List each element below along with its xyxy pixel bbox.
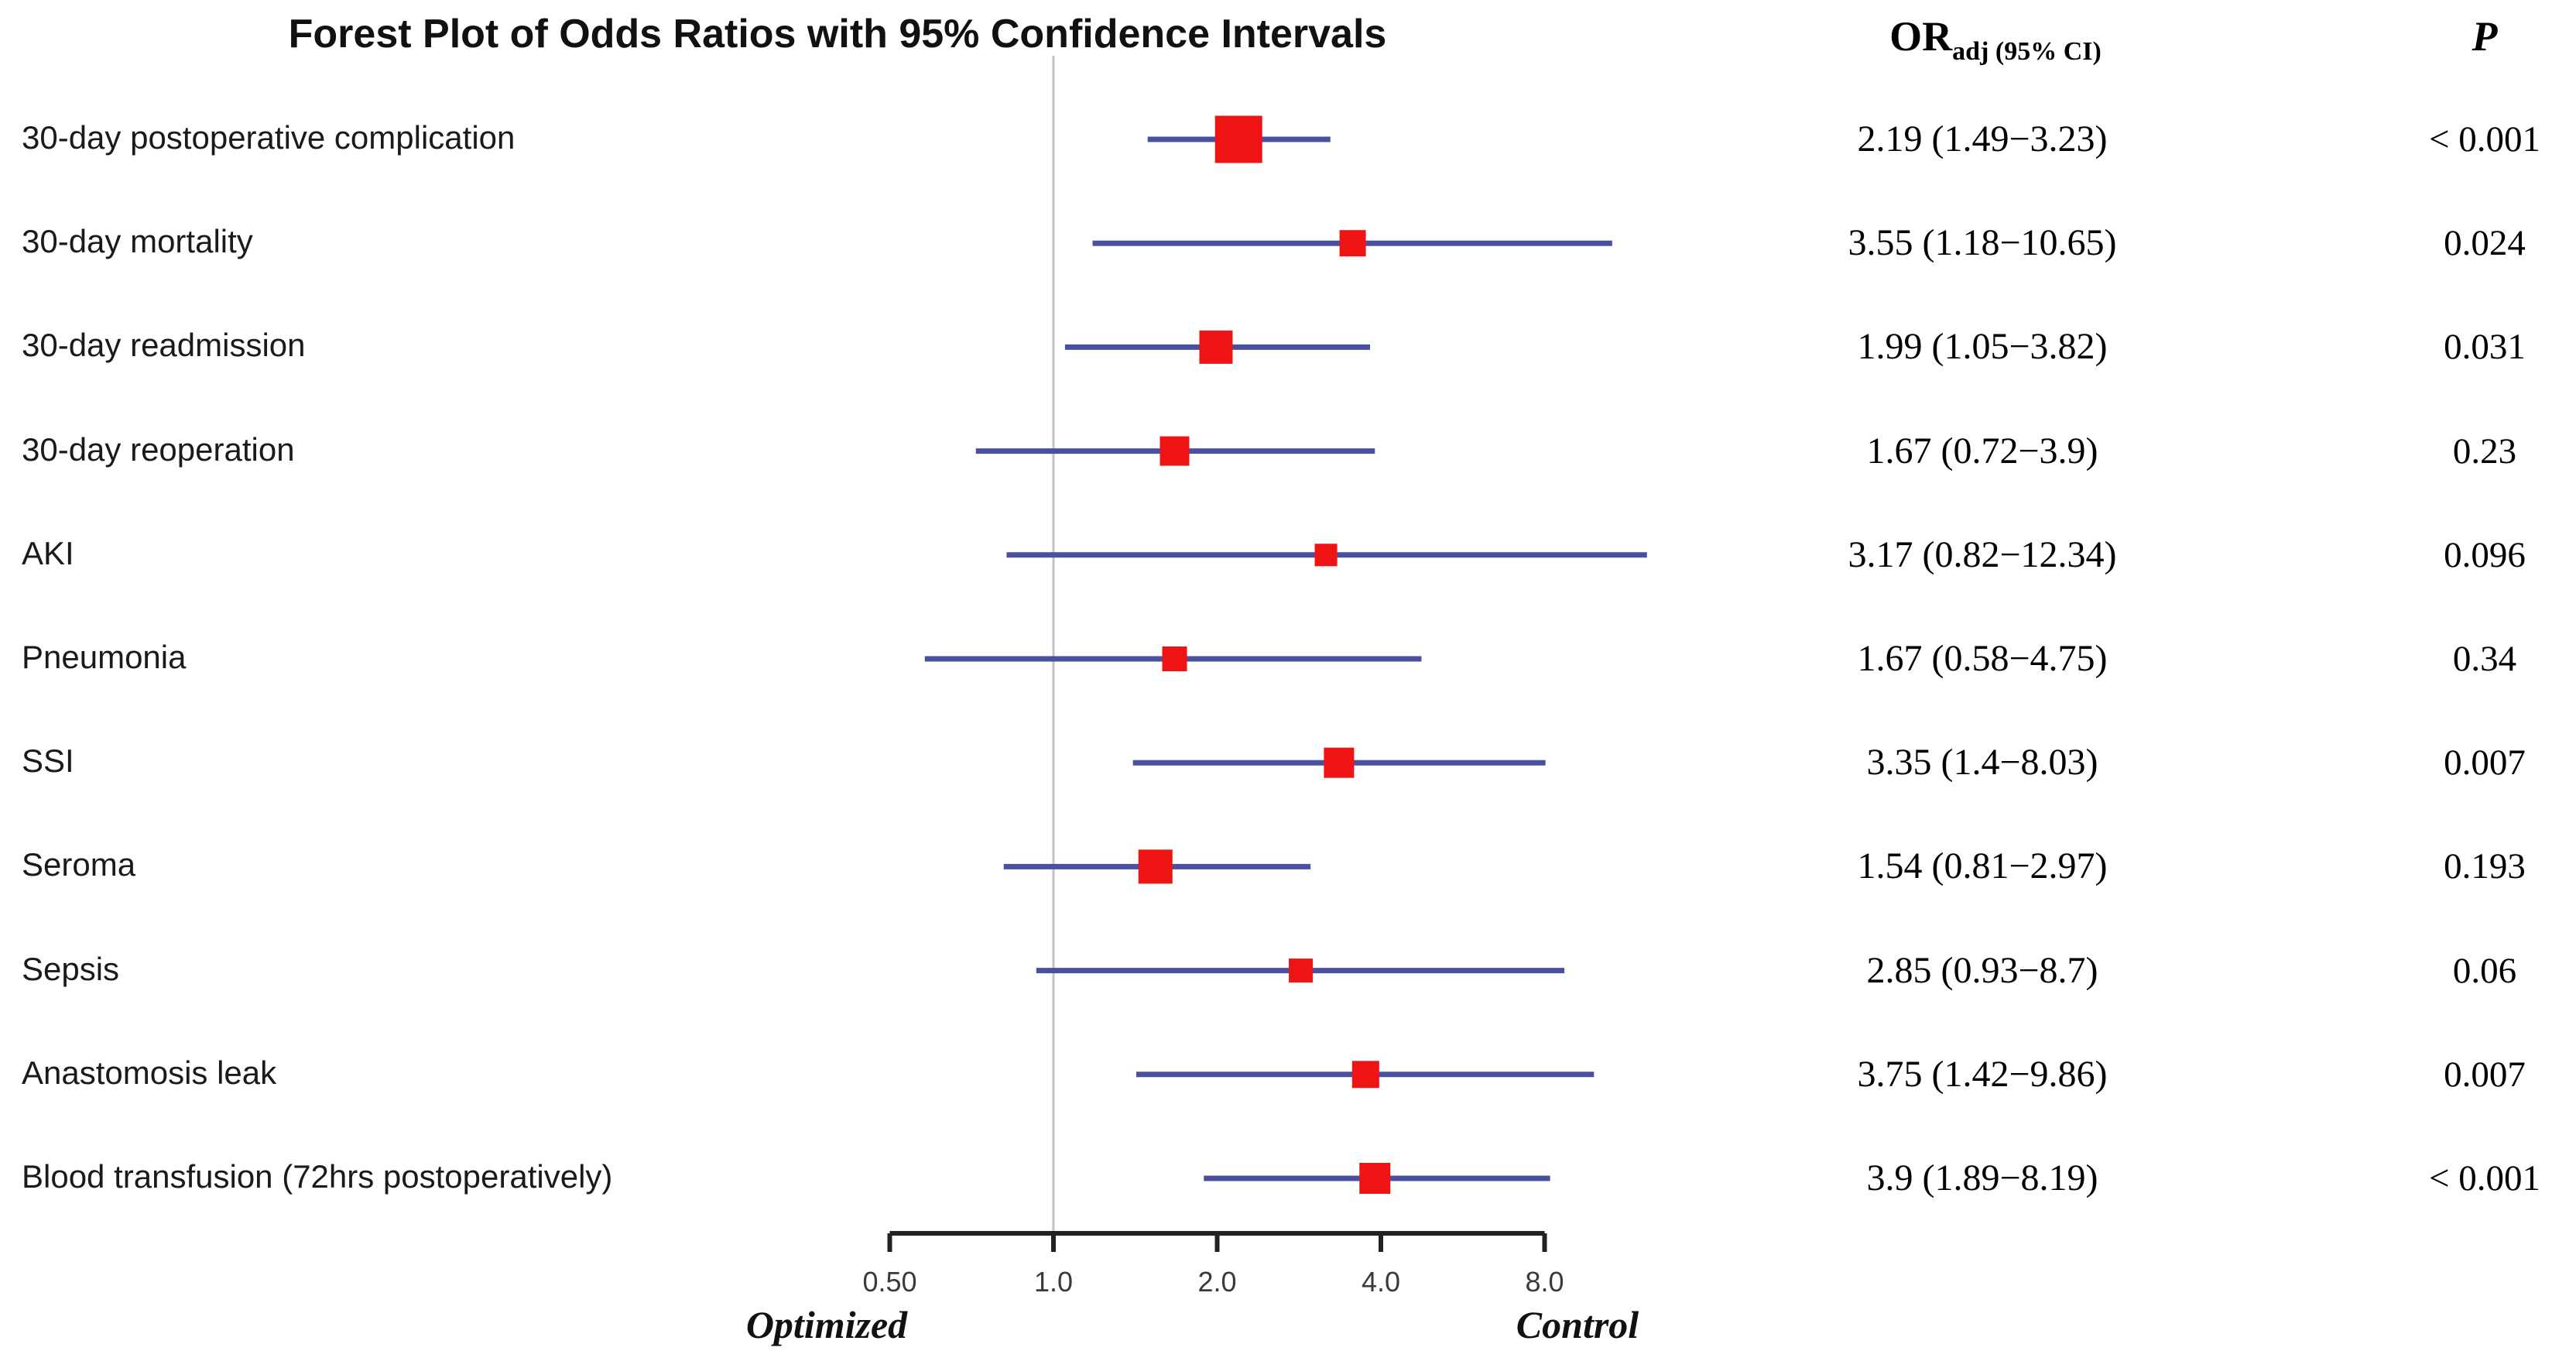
outcome-label: 30-day mortality: [22, 223, 253, 260]
or-ci-value: 1.99 (1.05−3.82): [1857, 326, 2108, 368]
p-value: 0.193: [2444, 846, 2526, 887]
outcome-label: 30-day reoperation: [22, 430, 295, 468]
p-value: 0.23: [2452, 430, 2517, 471]
or-marker: [1324, 747, 1355, 778]
or-column-header: ORadj (95% CI): [1763, 12, 2228, 67]
or-marker: [1160, 436, 1190, 466]
or-ci-value: 3.55 (1.18−10.65): [1848, 222, 2117, 264]
p-value: < 0.001: [2428, 1158, 2540, 1198]
outcome-label: SSI: [22, 742, 74, 780]
or-marker: [1314, 543, 1338, 567]
or-marker: [1214, 115, 1262, 163]
x-tick-label: 8.0: [1525, 1266, 1564, 1298]
p-value: 0.096: [2444, 534, 2526, 575]
outcome-label: 30-day readmission: [22, 327, 306, 364]
or-ci-value: 3.75 (1.42−9.86): [1857, 1053, 2108, 1095]
p-value: 0.007: [2444, 1054, 2526, 1095]
or-ci-value: 1.67 (0.72−3.9): [1866, 430, 2098, 471]
or-header-subscript: adj (95% CI): [1952, 36, 2102, 66]
axis-group-label-optimized: Optimized: [745, 1303, 908, 1346]
x-tick-label: 2.0: [1197, 1266, 1236, 1298]
or-marker: [1199, 330, 1233, 364]
page-title: Forest Plot of Odds Ratios with 95% Conf…: [288, 12, 1387, 57]
or-marker: [1289, 958, 1314, 983]
or-marker: [1339, 230, 1366, 257]
p-value: 0.34: [2452, 639, 2517, 679]
or-marker: [1162, 646, 1187, 671]
or-marker: [1359, 1163, 1391, 1194]
outcome-label: 30-day postoperative complication: [22, 119, 516, 156]
or-ci-value: 2.19 (1.49−3.23): [1857, 118, 2108, 159]
or-ci-value: 3.9 (1.89−8.19): [1866, 1157, 2098, 1198]
or-header-base: OR: [1889, 13, 1953, 60]
or-ci-value: 1.54 (0.81−2.97): [1857, 845, 2108, 887]
outcome-label: Sepsis: [22, 950, 120, 987]
p-value: 0.031: [2444, 327, 2526, 368]
or-marker: [1351, 1061, 1379, 1089]
outcome-label: AKI: [22, 534, 74, 571]
outcome-label: Pneumonia: [22, 639, 187, 675]
x-tick-label: 0.50: [862, 1266, 916, 1298]
or-ci-value: 2.85 (0.93−8.7): [1866, 949, 2098, 991]
outcome-label: Anastomosis leak: [22, 1054, 277, 1091]
or-ci-value: 3.35 (1.4−8.03): [1866, 742, 2098, 784]
p-value: 0.024: [2444, 223, 2526, 264]
or-ci-value: 1.67 (0.58−4.75): [1857, 638, 2108, 679]
or-marker: [1138, 849, 1173, 884]
outcome-label: Seroma: [22, 846, 136, 883]
x-tick-label: 4.0: [1362, 1266, 1400, 1298]
p-value: 0.06: [2452, 950, 2517, 991]
or-ci-value: 3.17 (0.82−12.34): [1848, 533, 2117, 575]
x-tick-label: 1.0: [1034, 1266, 1073, 1298]
p-column-header: P: [2472, 13, 2498, 60]
outcome-label: Blood transfusion (72hrs postoperatively…: [22, 1158, 613, 1195]
p-value: 0.007: [2444, 742, 2526, 784]
p-value: < 0.001: [2428, 119, 2540, 159]
axis-group-label-control: Control: [1516, 1303, 1639, 1346]
